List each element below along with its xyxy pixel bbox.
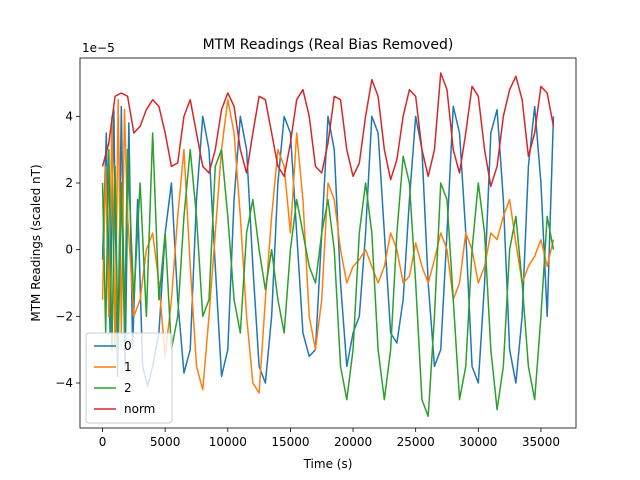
legend-box bbox=[85, 332, 173, 424]
y-scale-multiplier: 1e−5 bbox=[82, 41, 115, 55]
y-tick-label: −2 bbox=[55, 309, 73, 323]
x-tick-label: 30000 bbox=[459, 435, 497, 449]
y-tick-label: 0 bbox=[65, 243, 73, 257]
x-tick-label: 10000 bbox=[209, 435, 247, 449]
x-tick-label: 35000 bbox=[522, 435, 560, 449]
series-line-2 bbox=[101, 132, 555, 418]
x-tick-label: 0 bbox=[99, 435, 107, 449]
legend-label-1: 1 bbox=[124, 360, 132, 374]
legend: 0 1 2 norm bbox=[85, 332, 173, 424]
x-tick-label: 5000 bbox=[150, 435, 181, 449]
x-tick-label: 25000 bbox=[397, 435, 435, 449]
series-line-norm bbox=[101, 72, 555, 188]
x-tick-label: 20000 bbox=[334, 435, 372, 449]
y-tick-label: 2 bbox=[65, 176, 73, 190]
chart-title: MTM Readings (Real Bias Removed) bbox=[203, 37, 454, 53]
legend-label-2: 2 bbox=[124, 381, 132, 395]
y-axis-label: MTM Readings (scaled nT) bbox=[29, 164, 43, 321]
legend-label-0: 0 bbox=[124, 339, 132, 353]
y-tick-label: 4 bbox=[65, 109, 73, 123]
x-tick-label: 15000 bbox=[271, 435, 309, 449]
legend-label-norm: norm bbox=[124, 402, 155, 416]
x-axis-label: Time (s) bbox=[303, 457, 353, 471]
x-axis: 0 5000 10000 15000 20000 25000 30000 35000 bbox=[99, 428, 560, 449]
series-line-1 bbox=[101, 98, 555, 394]
y-tick-label: −4 bbox=[55, 376, 73, 390]
plot-frame bbox=[79, 57, 577, 429]
y-axis: −4 −2 0 2 4 bbox=[55, 109, 80, 390]
